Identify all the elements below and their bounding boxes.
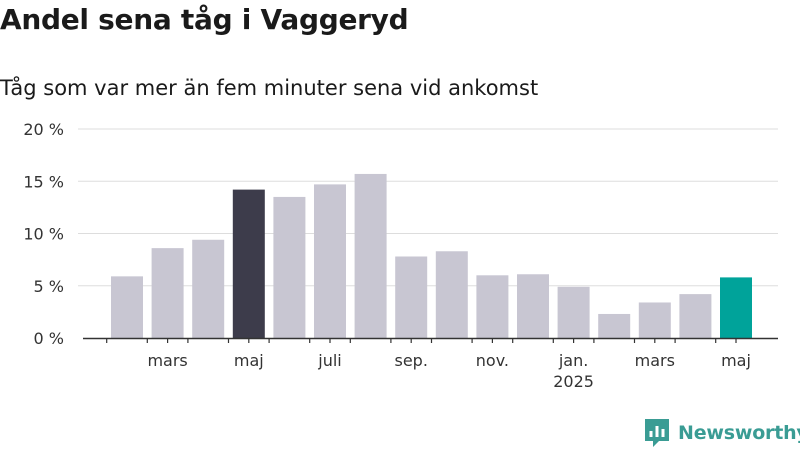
chart-subtitle: Tåg som var mer än fem minuter sena vid …	[0, 76, 539, 100]
bar	[435, 251, 468, 338]
x-tick-label: maj	[234, 351, 264, 370]
bar	[517, 274, 549, 338]
y-tick-label: 10 %	[23, 225, 64, 244]
newsworthy-logo: Newsworthy	[644, 418, 800, 448]
x-tick-sublabel: 2025	[553, 372, 594, 391]
bar	[111, 276, 143, 338]
bar	[557, 286, 590, 338]
x-tick-label: jan.	[558, 351, 588, 370]
bar	[232, 189, 265, 338]
x-tick-label: mars	[635, 351, 675, 370]
y-tick-label: 20 %	[23, 120, 64, 139]
bar	[192, 239, 225, 338]
brand-name: Newsworthy	[678, 422, 800, 444]
bar	[720, 277, 752, 338]
bar	[314, 184, 346, 338]
bar	[151, 248, 184, 338]
chart-title: Andel sena tåg i Vaggeryd	[0, 3, 409, 36]
bar	[273, 196, 306, 338]
newsworthy-logo-icon	[645, 419, 669, 447]
axes: 0 % 5 % 10 % 15 % 20 % mars maj juli sep. nov. jan…	[23, 120, 778, 391]
bar	[476, 275, 509, 338]
y-tick-label: 15 %	[23, 172, 64, 191]
x-tick-label: sep.	[394, 351, 427, 370]
bar	[638, 302, 671, 338]
y-tick-label: 5 %	[34, 277, 64, 296]
bar	[395, 256, 428, 338]
bars	[111, 173, 752, 338]
x-tick-label: juli	[317, 351, 341, 370]
x-tick-label: maj	[721, 351, 751, 370]
bar	[354, 173, 387, 338]
bar	[679, 294, 712, 338]
bar	[598, 313, 631, 338]
y-tick-label: 0 %	[34, 329, 64, 348]
x-tick-label: nov.	[476, 351, 509, 370]
x-tick-label: mars	[147, 351, 187, 370]
